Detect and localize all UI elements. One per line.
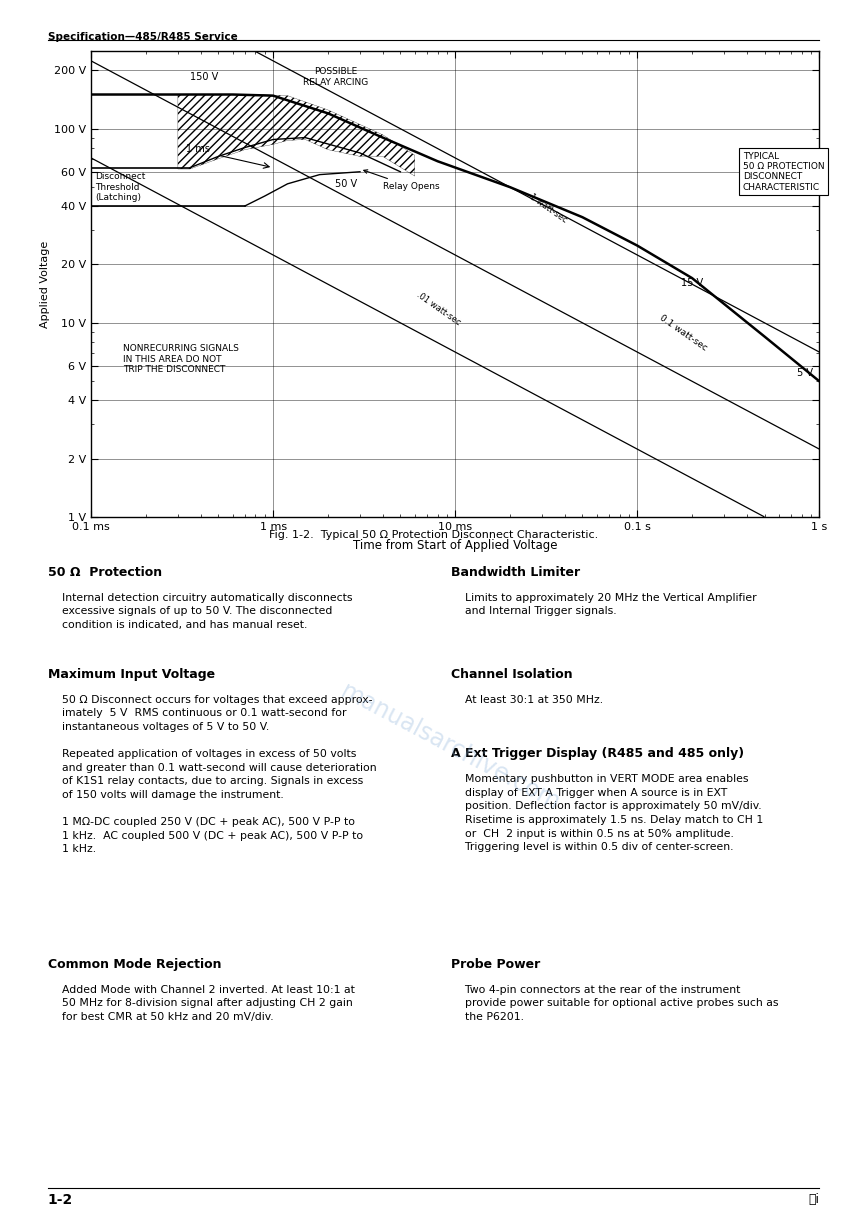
X-axis label: Time from Start of Applied Voltage: Time from Start of Applied Voltage [353, 539, 557, 551]
Text: NONRECURRING SIGNALS
IN THIS AREA DO NOT
TRIP THE DISCONNECT: NONRECURRING SIGNALS IN THIS AREA DO NOT… [123, 344, 239, 374]
Text: Bandwidth Limiter: Bandwidth Limiter [451, 566, 580, 579]
Text: POSSIBLE
RELAY ARCING: POSSIBLE RELAY ARCING [303, 67, 368, 87]
Text: Disconnect
Threshold
(Latching): Disconnect Threshold (Latching) [95, 173, 146, 202]
Text: 1 ms: 1 ms [186, 145, 210, 154]
Text: 1-2: 1-2 [48, 1193, 73, 1207]
Text: Channel Isolation: Channel Isolation [451, 668, 572, 681]
Text: Common Mode Rejection: Common Mode Rejection [48, 958, 221, 971]
Text: Limits to approximately 20 MHz the Vertical Amplifier
    and Internal Trigger s: Limits to approximately 20 MHz the Verti… [451, 593, 757, 616]
Text: 1 watt-sec: 1 watt-sec [528, 192, 569, 224]
Text: 50 V: 50 V [336, 179, 357, 189]
Text: .01 watt-sec: .01 watt-sec [414, 290, 462, 327]
Text: Added Mode with Channel 2 inverted. At least 10:1 at
    50 MHz for 8-division s: Added Mode with Channel 2 inverted. At l… [48, 985, 355, 1022]
Text: manualsarchive.com: manualsarchive.com [337, 679, 564, 816]
Text: 15 V: 15 V [681, 278, 704, 288]
Y-axis label: Applied Voltage: Applied Voltage [40, 240, 49, 328]
Text: Internal detection circuitry automatically disconnects
    excessive signals of : Internal detection circuitry automatical… [48, 593, 352, 630]
Text: Maximum Input Voltage: Maximum Input Voltage [48, 668, 215, 681]
Text: 150 V: 150 V [190, 72, 218, 82]
Text: TYPICAL
50 Ω PROTECTION
DISCONNECT
CHARACTERISTIC: TYPICAL 50 Ω PROTECTION DISCONNECT CHARA… [743, 152, 825, 192]
Text: Probe Power: Probe Power [451, 958, 540, 971]
Text: Two 4-pin connectors at the rear of the instrument
    provide power suitable fo: Two 4-pin connectors at the rear of the … [451, 985, 779, 1022]
Text: Relay Opens: Relay Opens [364, 170, 440, 191]
Text: 50 Ω  Protection: 50 Ω Protection [48, 566, 162, 579]
Text: Momentary pushbutton in VERT MODE area enables
    display of EXT A Trigger when: Momentary pushbutton in VERT MODE area e… [451, 774, 763, 853]
Text: Ⓐi: Ⓐi [808, 1193, 819, 1207]
Text: 0.1 watt-sec: 0.1 watt-sec [658, 314, 709, 353]
Text: 5 V: 5 V [797, 369, 812, 379]
Text: A Ext Trigger Display (R485 and 485 only): A Ext Trigger Display (R485 and 485 only… [451, 747, 744, 761]
Text: Specification—485/R485 Service: Specification—485/R485 Service [48, 32, 238, 42]
Text: Fig. 1-2.  Typical 50 Ω Protection Disconnect Characteristic.: Fig. 1-2. Typical 50 Ω Protection Discon… [269, 530, 598, 540]
Text: At least 30:1 at 350 MHz.: At least 30:1 at 350 MHz. [451, 695, 603, 704]
Text: 50 Ω Disconnect occurs for voltages that exceed approx-
    imately  5 V  RMS co: 50 Ω Disconnect occurs for voltages that… [48, 695, 376, 854]
